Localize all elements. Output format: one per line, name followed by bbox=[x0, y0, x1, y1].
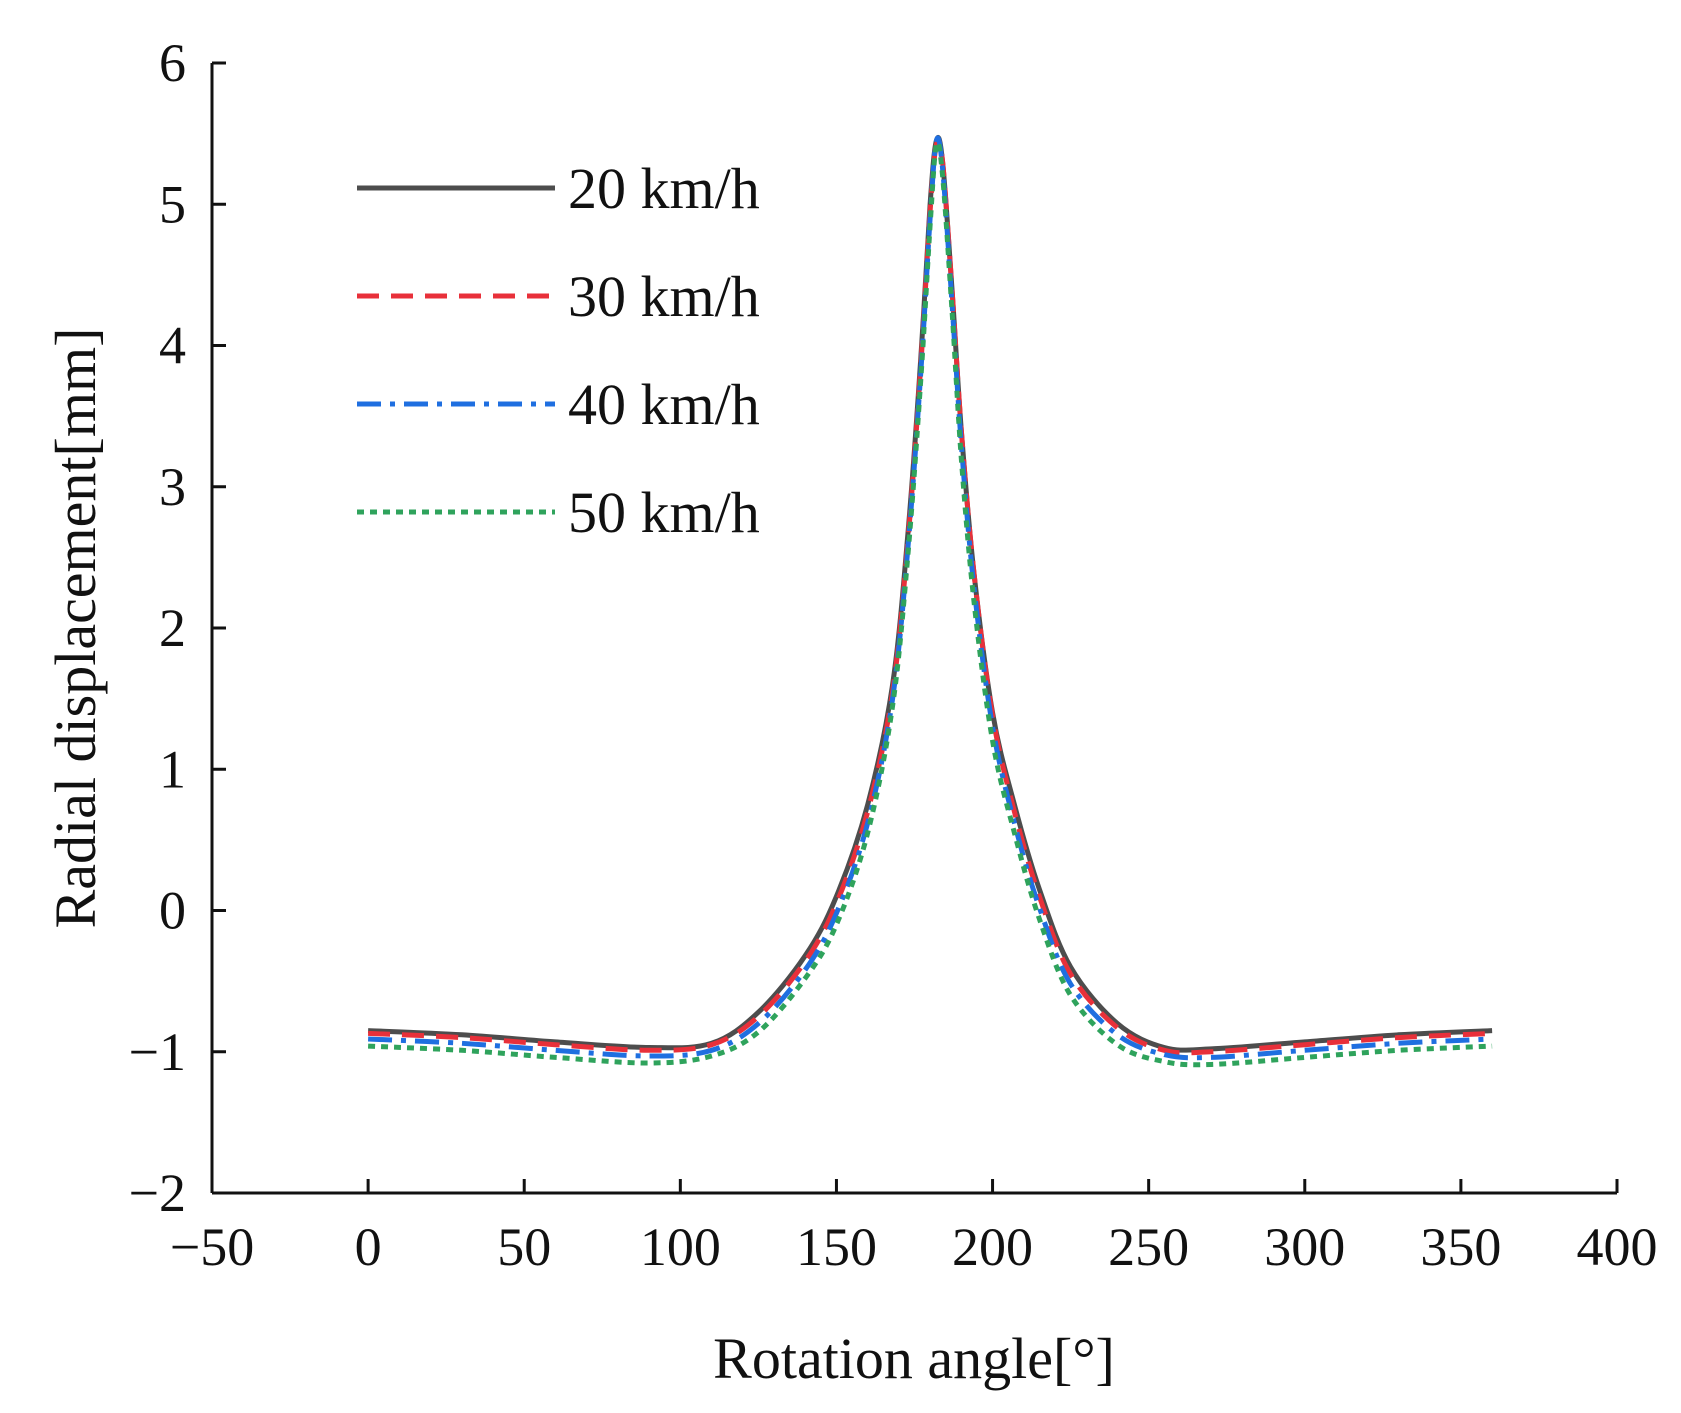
y-tick-label: 5 bbox=[159, 174, 186, 234]
x-tick-label: 200 bbox=[952, 1217, 1033, 1277]
axes bbox=[210, 63, 1617, 1195]
series-line-2 bbox=[367, 137, 1493, 1056]
y-tick-label: 1 bbox=[159, 739, 186, 799]
y-tick-label: 6 bbox=[159, 33, 186, 93]
x-axis-title: Rotation angle[°] bbox=[713, 1326, 1115, 1391]
x-tick-label: 0 bbox=[355, 1217, 382, 1277]
legend-label: 30 km/h bbox=[568, 264, 760, 329]
legend-label: 50 km/h bbox=[568, 480, 760, 545]
y-tick-label: −1 bbox=[129, 1022, 186, 1082]
series-line-4 bbox=[367, 139, 1493, 1068]
y-axis-title: Radial displacement[mm] bbox=[43, 328, 108, 929]
series-line-1 bbox=[367, 135, 1493, 1053]
x-tick-label: 100 bbox=[640, 1217, 721, 1277]
x-tick-label: 150 bbox=[796, 1217, 877, 1277]
legend-label: 40 km/h bbox=[568, 372, 760, 437]
x-tick-label: 350 bbox=[1420, 1217, 1501, 1277]
y-tick-label: 2 bbox=[159, 598, 186, 658]
x-tick-label: 250 bbox=[1108, 1217, 1189, 1277]
y-tick-label: 3 bbox=[159, 457, 186, 517]
x-tick-label: −50 bbox=[170, 1217, 254, 1277]
y-tick-label: 4 bbox=[159, 316, 186, 376]
tick-labels: −2 −1 0 1 2 3 4 5 6 −50 0 50 100 150 200 250 300 350 400 bbox=[129, 33, 1658, 1277]
x-tick-label: 50 bbox=[497, 1217, 551, 1277]
y-tick-label: 0 bbox=[159, 881, 186, 941]
legend-label: 20 km/h bbox=[568, 156, 760, 221]
legend: 20 km/h 30 km/h 40 km/h 50 km/h bbox=[357, 156, 760, 545]
x-tick-label: 300 bbox=[1264, 1217, 1345, 1277]
series-lines bbox=[367, 135, 1493, 1068]
series-line-3 bbox=[367, 135, 1493, 1061]
ticks bbox=[210, 61, 1619, 1195]
x-tick-label: 400 bbox=[1577, 1217, 1658, 1277]
y-tick-label: −2 bbox=[129, 1163, 186, 1223]
